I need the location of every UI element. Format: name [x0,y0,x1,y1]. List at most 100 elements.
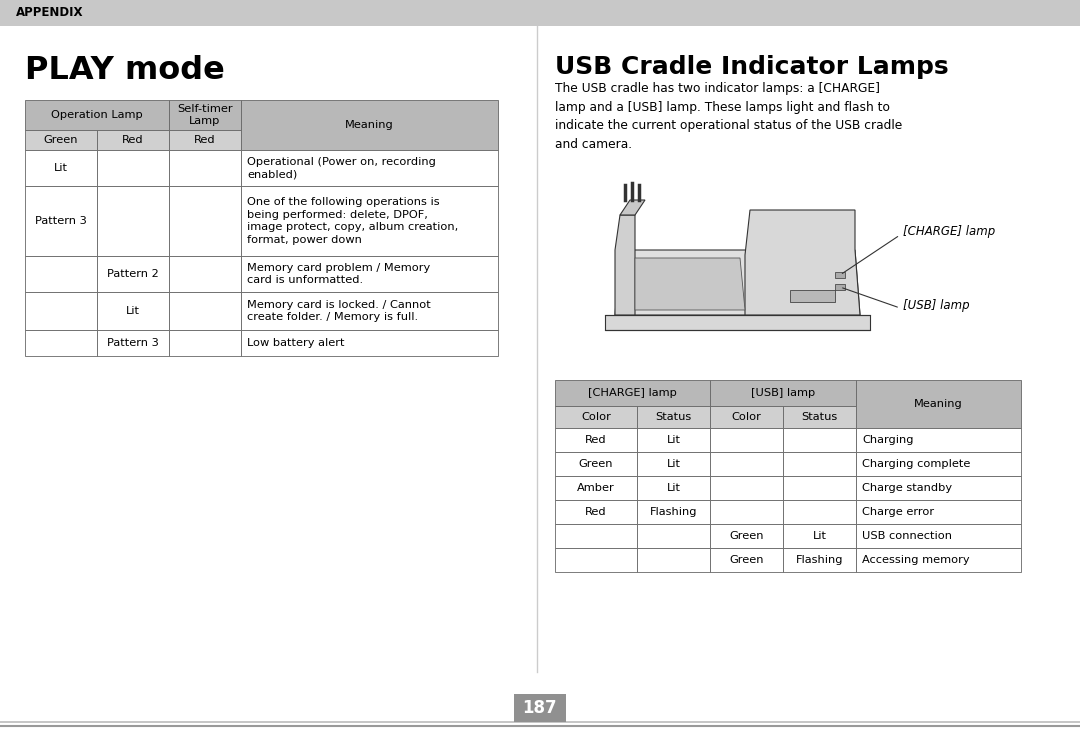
Bar [555,406,637,428]
Bar [168,256,241,292]
Bar [555,548,637,572]
Bar [241,330,498,356]
Bar [168,186,241,256]
Bar [168,292,241,330]
Text: Memory card is locked. / Cannot
create folder. / Memory is full.: Memory card is locked. / Cannot create f… [247,299,431,323]
Text: Charging complete: Charging complete [862,459,970,469]
Bar [783,524,856,548]
Text: APPENDIX: APPENDIX [16,7,83,20]
Bar [710,524,783,548]
Text: USB connection: USB connection [862,531,951,541]
Bar [0,0,1080,26]
Polygon shape [635,258,745,310]
Text: Flashing: Flashing [796,555,843,565]
Text: Charge standby: Charge standby [862,483,953,493]
Bar [241,150,498,186]
Polygon shape [745,210,860,315]
Text: Color: Color [731,412,761,422]
Text: Flashing: Flashing [650,507,698,517]
Bar [168,150,241,186]
Bar [856,380,1021,428]
Text: [USB] lamp: [USB] lamp [751,388,815,398]
Text: Red: Red [194,135,216,145]
Bar [25,330,97,356]
Bar [637,406,710,428]
Bar [97,256,168,292]
Text: Operation Lamp: Operation Lamp [51,110,143,120]
Polygon shape [615,250,860,315]
Bar [856,500,1021,524]
Bar [856,476,1021,500]
Bar [168,130,241,150]
Text: Low battery alert: Low battery alert [247,338,345,348]
Text: Lit: Lit [126,306,140,316]
Bar [710,428,783,452]
Bar [555,500,637,524]
Bar [241,186,498,256]
Bar [783,428,856,452]
Text: Meaning: Meaning [914,399,963,409]
Bar [710,500,783,524]
Bar [25,292,97,330]
Text: Memory card problem / Memory
card is unformatted.: Memory card problem / Memory card is unf… [247,263,430,285]
Bar [710,548,783,572]
Bar [514,694,566,722]
Text: One of the following operations is
being performed: delete, DPOF,
image protect,: One of the following operations is being… [247,197,458,245]
Text: Accessing memory: Accessing memory [862,555,970,565]
Bar [783,476,856,500]
Bar [168,100,241,130]
Bar [97,330,168,356]
Bar [25,150,97,186]
Text: Charge error: Charge error [862,507,934,517]
Bar [710,406,783,428]
Bar [97,186,168,256]
Text: Lit: Lit [666,483,680,493]
Text: Green: Green [579,459,613,469]
Bar [856,428,1021,452]
Bar [241,256,498,292]
Bar [555,452,637,476]
Bar [25,130,97,150]
Bar [835,284,845,290]
Bar [783,500,856,524]
Bar [97,292,168,330]
Bar [555,428,637,452]
Text: Green: Green [44,135,78,145]
Bar [856,548,1021,572]
Text: [CHARGE] lamp: [CHARGE] lamp [903,226,996,239]
Bar [555,380,710,406]
Text: Red: Red [585,435,607,445]
Bar [856,452,1021,476]
Bar [637,476,710,500]
Bar [637,452,710,476]
Bar [783,406,856,428]
Bar [637,500,710,524]
Bar [168,330,241,356]
Bar [637,428,710,452]
Bar [25,100,168,130]
Polygon shape [605,315,870,330]
Text: Green: Green [729,555,764,565]
Text: Lit: Lit [666,459,680,469]
Text: Self-timer
Lamp: Self-timer Lamp [177,104,233,126]
Text: [CHARGE] lamp: [CHARGE] lamp [589,388,677,398]
Bar [835,272,845,278]
Bar [555,524,637,548]
Text: [USB] lamp: [USB] lamp [903,299,970,312]
Text: Lit: Lit [666,435,680,445]
Bar [710,380,856,406]
Bar [241,292,498,330]
Bar [637,524,710,548]
Bar [710,452,783,476]
Bar [637,548,710,572]
Text: Lit: Lit [54,163,68,173]
Text: Pattern 3: Pattern 3 [107,338,159,348]
Bar [710,476,783,500]
Bar [25,256,97,292]
Text: Green: Green [729,531,764,541]
Text: The USB cradle has two indicator lamps: a [CHARGE]
lamp and a [USB] lamp. These : The USB cradle has two indicator lamps: … [555,82,902,150]
Text: Pattern 2: Pattern 2 [107,269,159,279]
Bar [25,186,97,256]
Text: Operational (Power on, recording
enabled): Operational (Power on, recording enabled… [247,157,436,180]
Text: Meaning: Meaning [346,120,394,130]
